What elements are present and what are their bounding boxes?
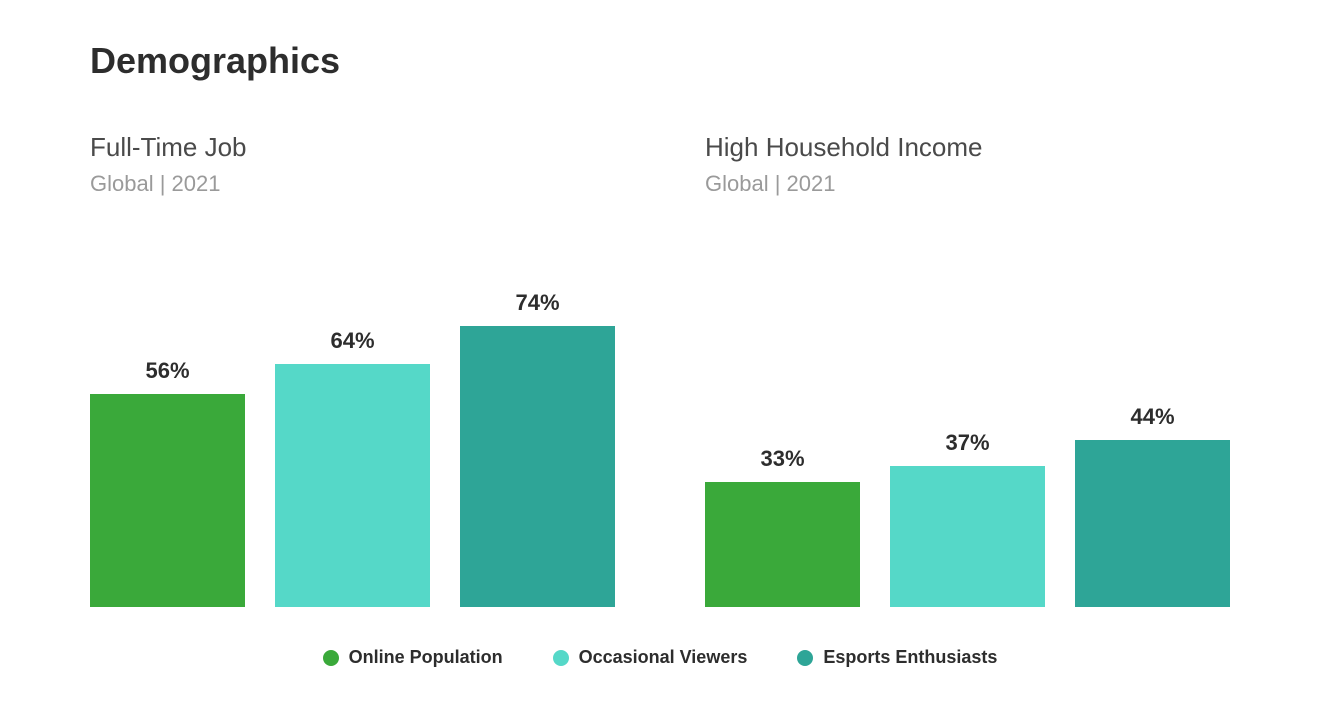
- legend-label: Online Population: [349, 647, 503, 668]
- bar-rect: [460, 326, 615, 607]
- legend: Online Population Occasional Viewers Espor…: [90, 647, 1230, 668]
- chart-title: High Household Income: [705, 132, 1230, 163]
- bar-value-label: 56%: [145, 358, 189, 384]
- bar-value-label: 64%: [330, 328, 374, 354]
- page: Demographics Full-Time Job Global | 2021 5…: [0, 0, 1320, 698]
- legend-item: Esports Enthusiasts: [797, 647, 997, 668]
- chart-block: High Household Income Global | 2021 33% 37%…: [705, 132, 1230, 607]
- bars-area: 56% 64% 74%: [90, 227, 615, 607]
- legend-item: Online Population: [323, 647, 503, 668]
- bar-column: 56%: [90, 227, 245, 607]
- bar-column: 37%: [890, 227, 1045, 607]
- legend-swatch-icon: [553, 650, 569, 666]
- legend-label: Occasional Viewers: [579, 647, 748, 668]
- legend-swatch-icon: [323, 650, 339, 666]
- bar-rect: [1075, 440, 1230, 607]
- bar-column: 64%: [275, 227, 430, 607]
- bar-value-label: 44%: [1130, 404, 1174, 430]
- bar-rect: [90, 394, 245, 607]
- bar-rect: [275, 364, 430, 607]
- bar-column: 33%: [705, 227, 860, 607]
- bar-rect: [890, 466, 1045, 607]
- bars-area: 33% 37% 44%: [705, 227, 1230, 607]
- bar-column: 44%: [1075, 227, 1230, 607]
- chart-block: Full-Time Job Global | 2021 56% 64% 74%: [90, 132, 615, 607]
- chart-subtitle: Global | 2021: [705, 171, 1230, 197]
- chart-title: Full-Time Job: [90, 132, 615, 163]
- legend-label: Esports Enthusiasts: [823, 647, 997, 668]
- chart-subtitle: Global | 2021: [90, 171, 615, 197]
- page-title: Demographics: [90, 40, 1230, 82]
- bar-value-label: 37%: [945, 430, 989, 456]
- bar-column: 74%: [460, 227, 615, 607]
- bar-value-label: 74%: [515, 290, 559, 316]
- legend-swatch-icon: [797, 650, 813, 666]
- legend-item: Occasional Viewers: [553, 647, 748, 668]
- bar-rect: [705, 482, 860, 607]
- charts-row: Full-Time Job Global | 2021 56% 64% 74% High …: [90, 132, 1230, 607]
- bar-value-label: 33%: [760, 446, 804, 472]
